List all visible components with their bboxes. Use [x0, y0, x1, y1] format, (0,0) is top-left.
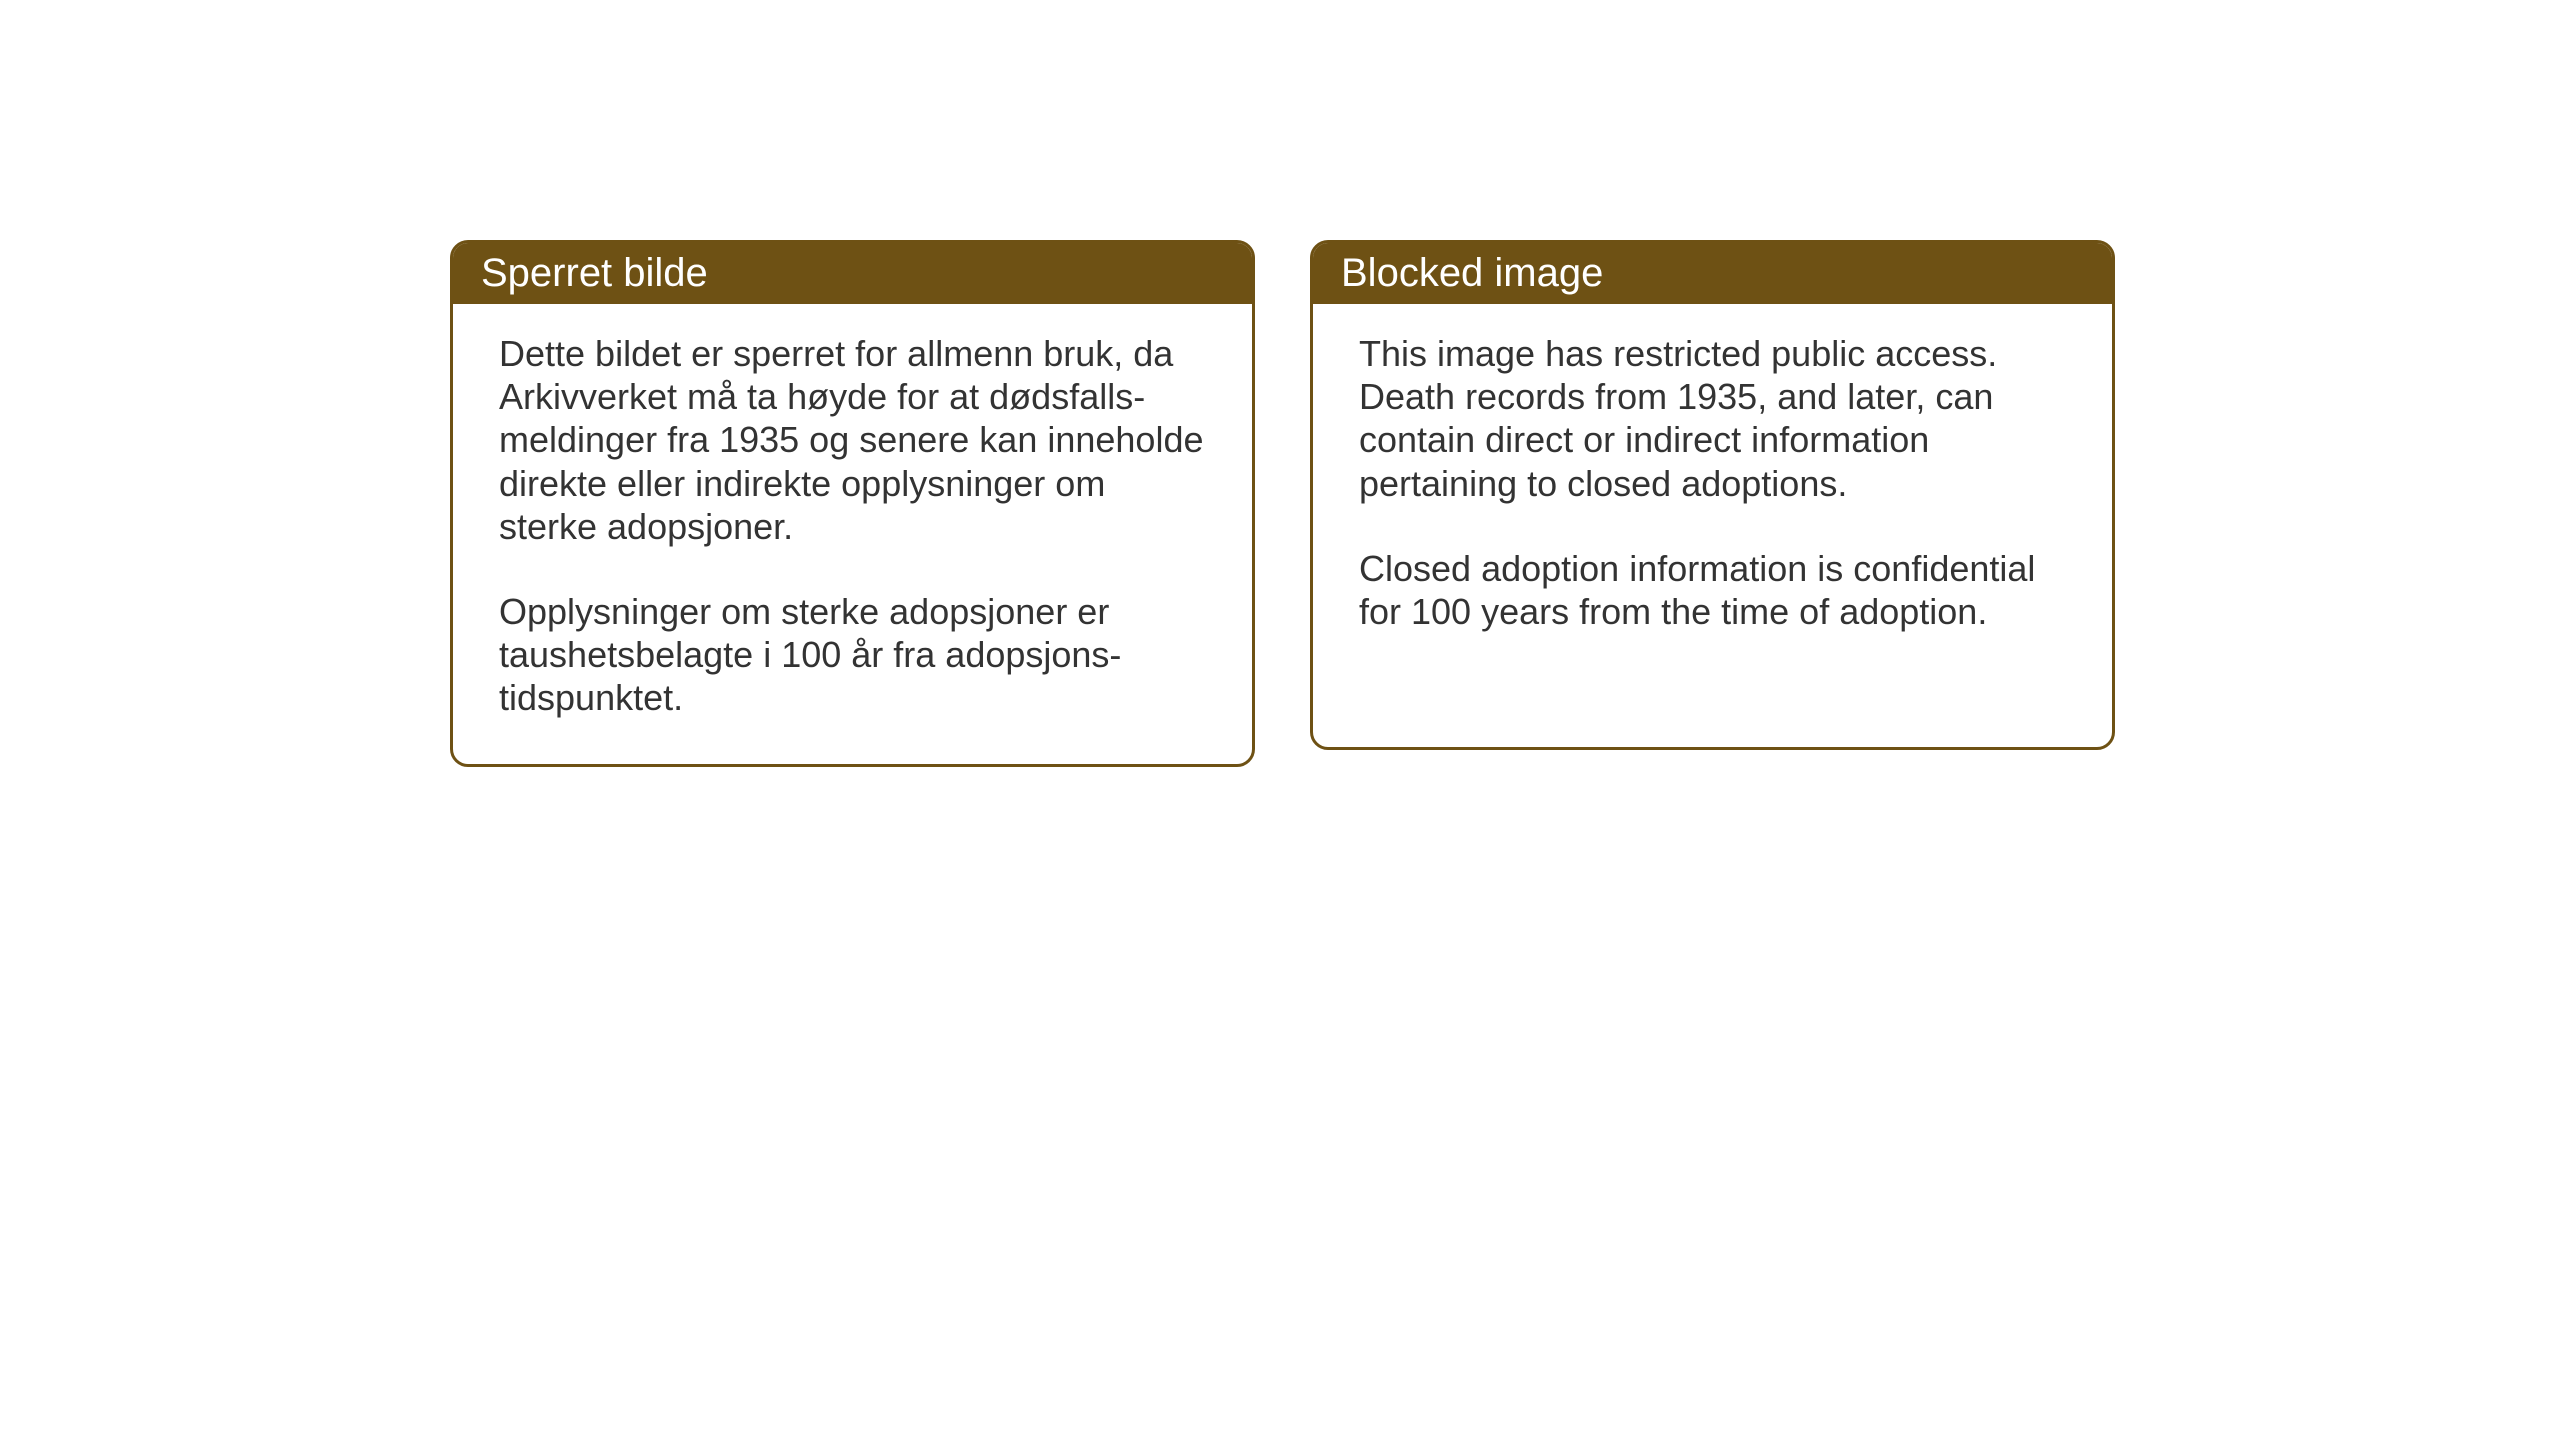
card-paragraph-1-norwegian: Dette bildet er sperret for allmenn bruk…	[499, 332, 1206, 548]
notice-card-english: Blocked image This image has restricted …	[1310, 240, 2115, 750]
card-paragraph-1-english: This image has restricted public access.…	[1359, 332, 2066, 505]
card-body-english: This image has restricted public access.…	[1313, 304, 2112, 677]
card-header-english: Blocked image	[1313, 243, 2112, 304]
card-title-english: Blocked image	[1341, 251, 1603, 295]
card-paragraph-2-english: Closed adoption information is confident…	[1359, 547, 2066, 633]
card-body-norwegian: Dette bildet er sperret for allmenn bruk…	[453, 304, 1252, 764]
card-paragraph-2-norwegian: Opplysninger om sterke adopsjoner er tau…	[499, 590, 1206, 720]
notice-card-norwegian: Sperret bilde Dette bildet er sperret fo…	[450, 240, 1255, 767]
notice-container: Sperret bilde Dette bildet er sperret fo…	[450, 240, 2115, 767]
card-title-norwegian: Sperret bilde	[481, 251, 708, 295]
card-header-norwegian: Sperret bilde	[453, 243, 1252, 304]
